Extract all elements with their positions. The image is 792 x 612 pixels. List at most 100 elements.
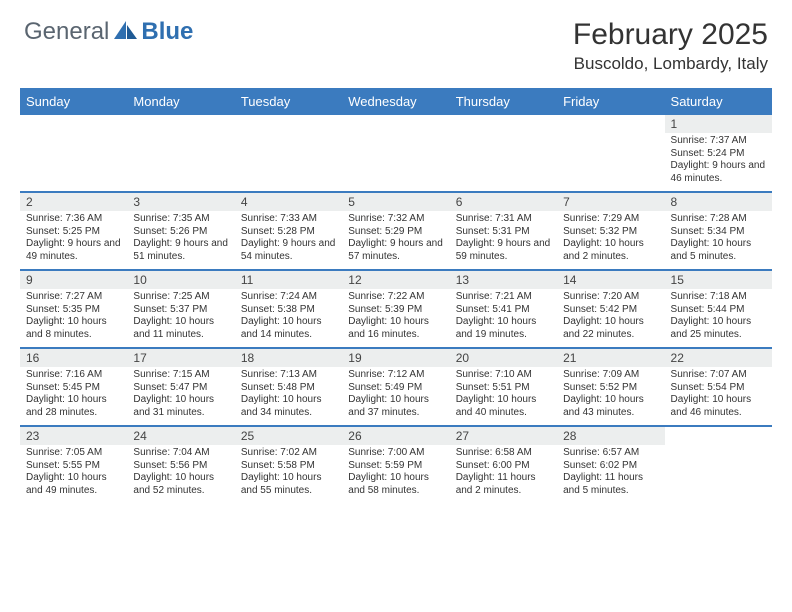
day-cell: 28Sunrise: 6:57 AMSunset: 6:02 PMDayligh… bbox=[557, 426, 664, 503]
day-cell: 18Sunrise: 7:13 AMSunset: 5:48 PMDayligh… bbox=[235, 348, 342, 426]
day-cell: 9Sunrise: 7:27 AMSunset: 5:35 PMDaylight… bbox=[20, 270, 127, 348]
day-cell: 24Sunrise: 7:04 AMSunset: 5:56 PMDayligh… bbox=[127, 426, 234, 503]
sunset-text: Sunset: 5:44 PM bbox=[671, 304, 766, 317]
week-row: 9Sunrise: 7:27 AMSunset: 5:35 PMDaylight… bbox=[20, 270, 772, 348]
daylight-text: Daylight: 10 hours and 37 minutes. bbox=[348, 394, 443, 419]
sunrise-text: Sunrise: 7:12 AM bbox=[348, 369, 443, 382]
day-content: Sunrise: 7:37 AMSunset: 5:24 PMDaylight:… bbox=[665, 133, 772, 191]
daylight-text: Daylight: 10 hours and 46 minutes. bbox=[671, 394, 766, 419]
sunrise-text: Sunrise: 7:10 AM bbox=[456, 369, 551, 382]
day-content: Sunrise: 7:33 AMSunset: 5:28 PMDaylight:… bbox=[235, 211, 342, 269]
sunset-text: Sunset: 5:24 PM bbox=[671, 148, 766, 161]
daylight-text: Daylight: 10 hours and 2 minutes. bbox=[563, 238, 658, 263]
day-cell: 23Sunrise: 7:05 AMSunset: 5:55 PMDayligh… bbox=[20, 426, 127, 503]
day-content: Sunrise: 7:04 AMSunset: 5:56 PMDaylight:… bbox=[127, 445, 234, 503]
week-row: 1Sunrise: 7:37 AMSunset: 5:24 PMDaylight… bbox=[20, 114, 772, 192]
day-cell: 5Sunrise: 7:32 AMSunset: 5:29 PMDaylight… bbox=[342, 192, 449, 270]
sunrise-text: Sunrise: 7:05 AM bbox=[26, 447, 121, 460]
day-number: 23 bbox=[20, 427, 127, 445]
sunrise-text: Sunrise: 7:31 AM bbox=[456, 213, 551, 226]
daylight-text: Daylight: 10 hours and 28 minutes. bbox=[26, 394, 121, 419]
day-content: Sunrise: 7:15 AMSunset: 5:47 PMDaylight:… bbox=[127, 367, 234, 425]
day-number: 28 bbox=[557, 427, 664, 445]
daylight-text: Daylight: 11 hours and 2 minutes. bbox=[456, 472, 551, 497]
day-cell: 10Sunrise: 7:25 AMSunset: 5:37 PMDayligh… bbox=[127, 270, 234, 348]
sunrise-text: Sunrise: 7:37 AM bbox=[671, 135, 766, 148]
day-content: Sunrise: 7:22 AMSunset: 5:39 PMDaylight:… bbox=[342, 289, 449, 347]
day-header: Monday bbox=[127, 89, 234, 114]
day-cell: 3Sunrise: 7:35 AMSunset: 5:26 PMDaylight… bbox=[127, 192, 234, 270]
day-header: Saturday bbox=[665, 89, 772, 114]
day-number: 8 bbox=[665, 193, 772, 211]
day-content: Sunrise: 7:18 AMSunset: 5:44 PMDaylight:… bbox=[665, 289, 772, 347]
day-header-row: Sunday Monday Tuesday Wednesday Thursday… bbox=[20, 89, 772, 114]
day-number: 1 bbox=[665, 115, 772, 133]
sunset-text: Sunset: 5:26 PM bbox=[133, 226, 228, 239]
sunrise-text: Sunrise: 7:35 AM bbox=[133, 213, 228, 226]
sunrise-text: Sunrise: 7:15 AM bbox=[133, 369, 228, 382]
day-number: 25 bbox=[235, 427, 342, 445]
day-header: Friday bbox=[557, 89, 664, 114]
day-content: Sunrise: 7:09 AMSunset: 5:52 PMDaylight:… bbox=[557, 367, 664, 425]
daylight-text: Daylight: 10 hours and 55 minutes. bbox=[241, 472, 336, 497]
day-number: 21 bbox=[557, 349, 664, 367]
daylight-text: Daylight: 9 hours and 59 minutes. bbox=[456, 238, 551, 263]
sunset-text: Sunset: 5:58 PM bbox=[241, 460, 336, 473]
day-cell: 16Sunrise: 7:16 AMSunset: 5:45 PMDayligh… bbox=[20, 348, 127, 426]
sunset-text: Sunset: 5:42 PM bbox=[563, 304, 658, 317]
day-header: Wednesday bbox=[342, 89, 449, 114]
sunrise-text: Sunrise: 7:33 AM bbox=[241, 213, 336, 226]
day-header: Thursday bbox=[450, 89, 557, 114]
day-cell: 1Sunrise: 7:37 AMSunset: 5:24 PMDaylight… bbox=[665, 114, 772, 192]
day-cell bbox=[127, 114, 234, 192]
day-cell: 14Sunrise: 7:20 AMSunset: 5:42 PMDayligh… bbox=[557, 270, 664, 348]
day-header: Tuesday bbox=[235, 89, 342, 114]
logo-text-general: General bbox=[24, 18, 109, 46]
day-content: Sunrise: 7:36 AMSunset: 5:25 PMDaylight:… bbox=[20, 211, 127, 269]
sunrise-text: Sunrise: 6:58 AM bbox=[456, 447, 551, 460]
sunrise-text: Sunrise: 7:22 AM bbox=[348, 291, 443, 304]
sunset-text: Sunset: 5:28 PM bbox=[241, 226, 336, 239]
daylight-text: Daylight: 10 hours and 11 minutes. bbox=[133, 316, 228, 341]
day-content: Sunrise: 7:20 AMSunset: 5:42 PMDaylight:… bbox=[557, 289, 664, 347]
sunrise-text: Sunrise: 7:16 AM bbox=[26, 369, 121, 382]
day-number: 17 bbox=[127, 349, 234, 367]
day-number: 11 bbox=[235, 271, 342, 289]
day-number: 15 bbox=[665, 271, 772, 289]
daylight-text: Daylight: 10 hours and 52 minutes. bbox=[133, 472, 228, 497]
sunset-text: Sunset: 5:37 PM bbox=[133, 304, 228, 317]
sunset-text: Sunset: 5:59 PM bbox=[348, 460, 443, 473]
day-content: Sunrise: 6:57 AMSunset: 6:02 PMDaylight:… bbox=[557, 445, 664, 503]
sunrise-text: Sunrise: 7:24 AM bbox=[241, 291, 336, 304]
sunset-text: Sunset: 5:25 PM bbox=[26, 226, 121, 239]
title-block: February 2025 Buscoldo, Lombardy, Italy bbox=[573, 18, 768, 74]
day-cell: 21Sunrise: 7:09 AMSunset: 5:52 PMDayligh… bbox=[557, 348, 664, 426]
day-number: 10 bbox=[127, 271, 234, 289]
calendar-table: Sunday Monday Tuesday Wednesday Thursday… bbox=[20, 88, 772, 503]
day-number: 19 bbox=[342, 349, 449, 367]
daylight-text: Daylight: 10 hours and 25 minutes. bbox=[671, 316, 766, 341]
daylight-text: Daylight: 10 hours and 5 minutes. bbox=[671, 238, 766, 263]
day-number: 26 bbox=[342, 427, 449, 445]
calendar-body: 1Sunrise: 7:37 AMSunset: 5:24 PMDaylight… bbox=[20, 114, 772, 503]
sunrise-text: Sunrise: 7:20 AM bbox=[563, 291, 658, 304]
sunrise-text: Sunrise: 7:29 AM bbox=[563, 213, 658, 226]
sunrise-text: Sunrise: 7:28 AM bbox=[671, 213, 766, 226]
daylight-text: Daylight: 9 hours and 51 minutes. bbox=[133, 238, 228, 263]
day-number: 27 bbox=[450, 427, 557, 445]
day-content: Sunrise: 7:07 AMSunset: 5:54 PMDaylight:… bbox=[665, 367, 772, 425]
day-content: Sunrise: 7:16 AMSunset: 5:45 PMDaylight:… bbox=[20, 367, 127, 425]
daylight-text: Daylight: 10 hours and 19 minutes. bbox=[456, 316, 551, 341]
sunrise-text: Sunrise: 7:07 AM bbox=[671, 369, 766, 382]
day-content: Sunrise: 7:00 AMSunset: 5:59 PMDaylight:… bbox=[342, 445, 449, 503]
daylight-text: Daylight: 10 hours and 34 minutes. bbox=[241, 394, 336, 419]
sunset-text: Sunset: 5:34 PM bbox=[671, 226, 766, 239]
day-content: Sunrise: 7:35 AMSunset: 5:26 PMDaylight:… bbox=[127, 211, 234, 269]
day-number: 14 bbox=[557, 271, 664, 289]
sunrise-text: Sunrise: 7:00 AM bbox=[348, 447, 443, 460]
day-content: Sunrise: 7:21 AMSunset: 5:41 PMDaylight:… bbox=[450, 289, 557, 347]
day-content: Sunrise: 7:02 AMSunset: 5:58 PMDaylight:… bbox=[235, 445, 342, 503]
sunset-text: Sunset: 6:00 PM bbox=[456, 460, 551, 473]
day-number: 7 bbox=[557, 193, 664, 211]
sunset-text: Sunset: 5:49 PM bbox=[348, 382, 443, 395]
